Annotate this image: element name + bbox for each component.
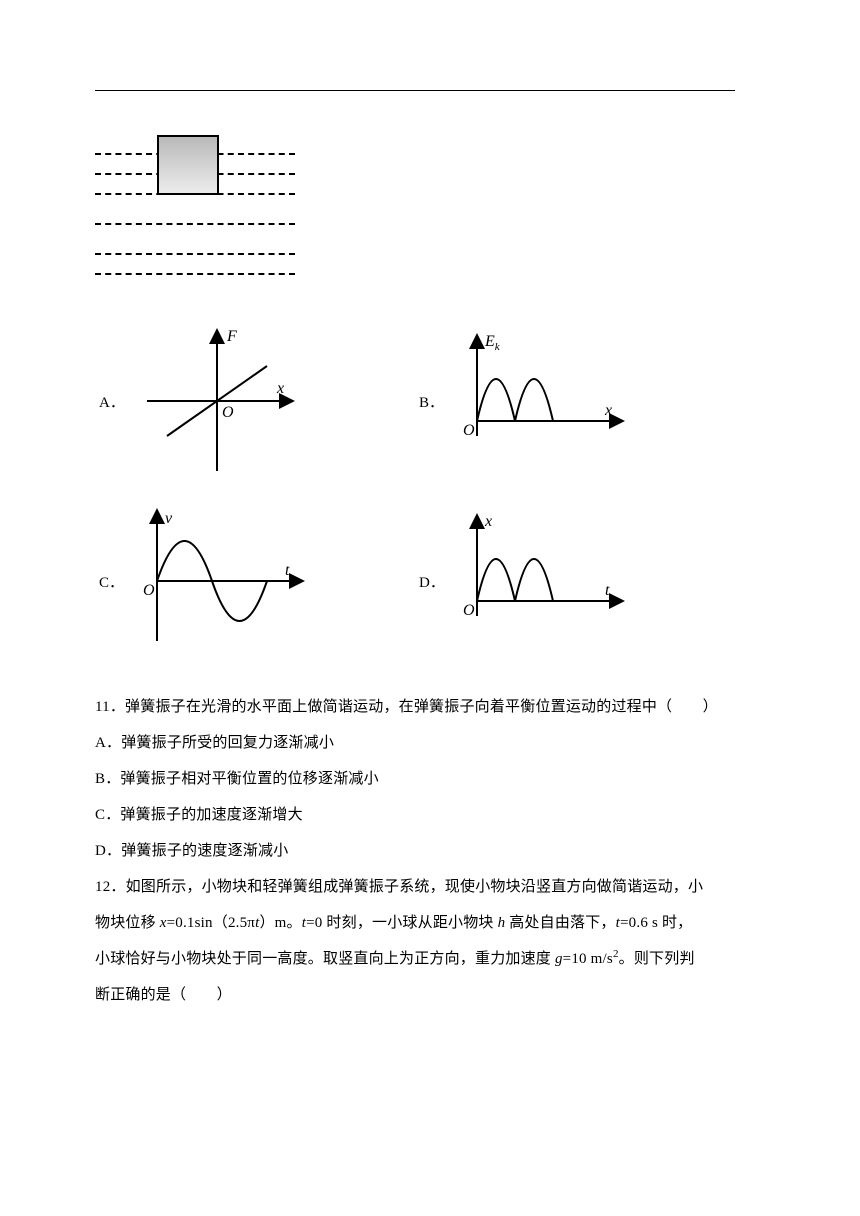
- choice-letter: C．: [95, 571, 127, 592]
- x-axis-label: x: [604, 402, 612, 419]
- text: ）m。: [259, 915, 301, 931]
- origin-label: O: [463, 422, 475, 439]
- water-line: [95, 273, 295, 276]
- choice-letter: A．: [95, 391, 127, 412]
- q11-option-d: D．弹簧振子的速度逐渐减小: [95, 833, 765, 869]
- text: =0 时刻，一小球从距小物块: [306, 915, 497, 931]
- text: 高处自由落下，: [505, 915, 615, 931]
- choice-c-cell: C． v t O: [95, 491, 415, 671]
- text: =0.1sin（2.5π: [167, 915, 255, 931]
- q12-line1: 12．如图所示，小物块和轻弹簧组成弹簧振子系统，现使小物块沿竖直方向做简谐运动，…: [95, 869, 765, 905]
- text: 小球恰好与小物块处于同一高度。取竖直向上为正方向，重力加速度: [95, 951, 555, 967]
- choice-b-cell: B． Ek x O: [415, 311, 735, 491]
- page-container: A． F x O B．: [0, 0, 860, 1073]
- x-axis-label: t: [605, 582, 610, 599]
- choice-d-cell: D． x t O: [415, 491, 735, 671]
- q12-line2: 物块位移 x=0.1sin（2.5πt）m。t=0 时刻，一小球从距小物块 h …: [95, 905, 765, 941]
- text: 。则下列判: [619, 951, 695, 967]
- y-axis-label: Ek: [484, 333, 501, 353]
- floating-block: [157, 135, 219, 195]
- origin-label: O: [222, 404, 234, 421]
- choice-a-cell: A． F x O: [95, 311, 415, 491]
- var-x: x: [160, 915, 167, 931]
- x-axis-label: t: [285, 562, 290, 579]
- water-line: [95, 253, 295, 256]
- y-axis-label: x: [484, 513, 492, 530]
- q11-option-b: B．弹簧振子相对平衡位置的位移逐渐减小: [95, 761, 765, 797]
- q11-option-a: A．弹簧振子所受的回复力逐渐减小: [95, 725, 765, 761]
- origin-label: O: [463, 602, 475, 619]
- var-g: g: [555, 951, 563, 967]
- origin-label: O: [143, 582, 155, 599]
- graph-c: v t O: [127, 501, 307, 661]
- y-axis-label: F: [226, 328, 237, 345]
- q12-line3: 小球恰好与小物块处于同一高度。取竖直向上为正方向，重力加速度 g=10 m/s2…: [95, 941, 765, 977]
- header-rule: [95, 90, 735, 91]
- graph-d: x t O: [447, 501, 627, 661]
- text: =10 m/s: [563, 951, 613, 967]
- choice-graph-grid: A． F x O B．: [95, 311, 735, 671]
- x-axis-label: x: [276, 380, 284, 397]
- choice-letter: B．: [415, 391, 447, 412]
- graph-a: F x O: [127, 321, 307, 481]
- q12-line4: 断正确的是（ ）: [95, 977, 765, 1013]
- q11-stem: 11．弹簧振子在光滑的水平面上做简谐运动，在弹簧振子向着平衡位置运动的过程中（ …: [95, 689, 765, 725]
- block-on-liquid-diagram: [95, 141, 295, 281]
- graph-b: Ek x O: [447, 321, 627, 481]
- choice-letter: D．: [415, 571, 447, 592]
- text: 物块位移: [95, 915, 160, 931]
- text: =0.6 s 时，: [620, 915, 692, 931]
- q11-option-c: C．弹簧振子的加速度逐渐增大: [95, 797, 765, 833]
- y-axis-label: v: [165, 510, 173, 527]
- water-line: [95, 223, 295, 226]
